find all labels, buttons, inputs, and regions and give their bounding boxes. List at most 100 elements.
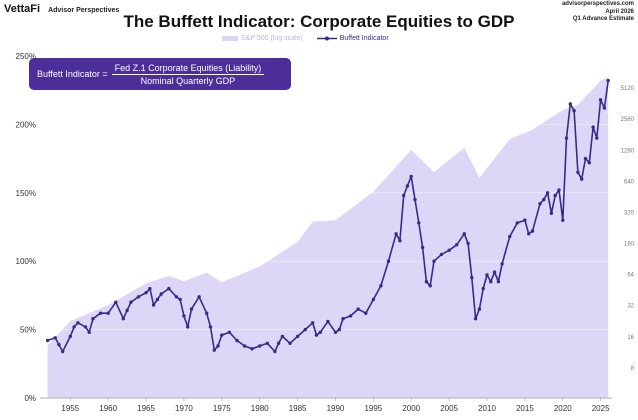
y2-tick-label: 8 — [631, 366, 635, 372]
buffett-point — [439, 252, 444, 257]
buffett-point — [572, 109, 576, 113]
buffett-point — [553, 193, 557, 198]
x-tick-label: 1990 — [327, 404, 345, 413]
y-tick-label: 50% — [20, 326, 36, 335]
buffett-point — [568, 102, 572, 106]
buffett-point — [197, 295, 201, 299]
buffett-point — [591, 125, 595, 129]
buffett-point — [114, 300, 118, 304]
buffett-point — [561, 218, 565, 222]
buffett-point — [379, 284, 383, 288]
x-tick-label: 2015 — [516, 404, 534, 413]
x-tick-label: 2010 — [478, 404, 496, 413]
buffett-point — [87, 330, 91, 334]
formula-box: Buffett Indicator = Fed Z.1 Corporate Eq… — [29, 58, 291, 90]
buffett-point — [606, 78, 610, 83]
buffett-point — [61, 349, 65, 354]
buffett-point — [276, 341, 281, 345]
buffett-point — [500, 262, 504, 266]
buffett-point — [76, 321, 80, 325]
buffett-point — [515, 221, 519, 225]
buffett-point — [280, 334, 285, 339]
buffett-point — [144, 291, 148, 295]
buffett-point — [473, 317, 478, 321]
x-tick-label: 2000 — [402, 404, 420, 413]
buffett-point — [72, 325, 76, 329]
buffett-point — [394, 232, 398, 236]
buffett-point — [481, 286, 485, 291]
y-tick-label: 100% — [16, 257, 36, 266]
buffett-point — [148, 286, 152, 291]
y-tick-label: 150% — [16, 189, 36, 198]
buffett-point — [466, 241, 470, 246]
y-tick-label: 0% — [24, 394, 36, 403]
buffett-point — [68, 334, 73, 339]
buffett-point — [205, 311, 209, 315]
x-tick-label: 1975 — [213, 404, 231, 413]
buffett-point — [178, 297, 182, 302]
buffett-point — [496, 280, 501, 284]
buffett-point — [250, 347, 254, 351]
x-tick-label: 1995 — [364, 404, 382, 413]
buffett-point — [91, 317, 95, 321]
x-tick-label: 1980 — [251, 404, 269, 413]
buffett-point — [580, 177, 584, 181]
y2-tick-label: 1280 — [621, 148, 635, 154]
buffett-point — [405, 184, 410, 188]
formula-fraction: Fed Z.1 Corporate Equities (Liability) N… — [111, 63, 265, 86]
buffett-point — [341, 317, 345, 321]
buffett-point — [318, 330, 322, 334]
y2-tick-label: 160 — [624, 242, 635, 248]
buffett-point — [432, 259, 436, 263]
buffett-point — [265, 341, 269, 345]
buffett-point — [186, 325, 190, 329]
y2-tick-label: 32 — [627, 304, 634, 310]
buffett-point — [420, 245, 425, 250]
sp500-area — [47, 77, 609, 398]
buffett-point — [311, 321, 315, 325]
legend-area-swatch — [222, 36, 238, 41]
buffett-point — [508, 234, 512, 239]
buffett-point — [288, 341, 292, 345]
buffett-point — [182, 314, 186, 318]
buffett-point — [470, 275, 474, 280]
y2-tick-label: 2560 — [621, 117, 635, 123]
legend-label-sp500: S&P 500 (log scale) — [241, 35, 303, 42]
buffett-point — [348, 314, 353, 318]
buffett-point — [106, 311, 110, 315]
brand-logo: VettaFi — [4, 3, 41, 15]
buffett-point — [371, 297, 376, 302]
buffett-point — [462, 232, 466, 236]
buffett-point — [235, 338, 239, 343]
buffett-point — [428, 284, 432, 288]
buffett-point — [356, 307, 360, 311]
buffett-point — [549, 211, 554, 215]
x-tick-label: 2020 — [554, 404, 572, 413]
buffett-point — [45, 338, 50, 343]
buffett-point — [523, 218, 527, 222]
formula-numerator: Fed Z.1 Corporate Equities (Liability) — [111, 63, 265, 75]
buffett-point — [220, 333, 224, 337]
buffett-point — [174, 295, 179, 299]
buffett-point — [136, 295, 141, 299]
buffett-point — [587, 161, 591, 165]
buffett-point — [413, 197, 417, 202]
y2-tick-label: 64 — [627, 273, 634, 279]
source-estimate: Q1 Advance Estimate — [572, 16, 634, 22]
buffett-point — [121, 317, 126, 321]
x-tick-label: 1965 — [137, 404, 155, 413]
x-tick-label: 1955 — [61, 404, 79, 413]
buffett-point — [273, 349, 277, 354]
buffett-point — [333, 330, 338, 334]
buffett-point — [83, 325, 88, 329]
buffett-point — [545, 191, 550, 195]
y-tick-label: 200% — [16, 120, 36, 129]
brand: VettaFi Advisor Perspectives — [4, 3, 119, 15]
buffett-point — [386, 259, 391, 263]
buffett-point — [538, 202, 542, 206]
buffett-point — [424, 280, 429, 284]
buffett-point — [477, 307, 482, 311]
buffett-point — [595, 136, 599, 140]
buffett-point — [258, 344, 262, 348]
formula-lhs: Buffett Indicator = — [37, 69, 108, 79]
